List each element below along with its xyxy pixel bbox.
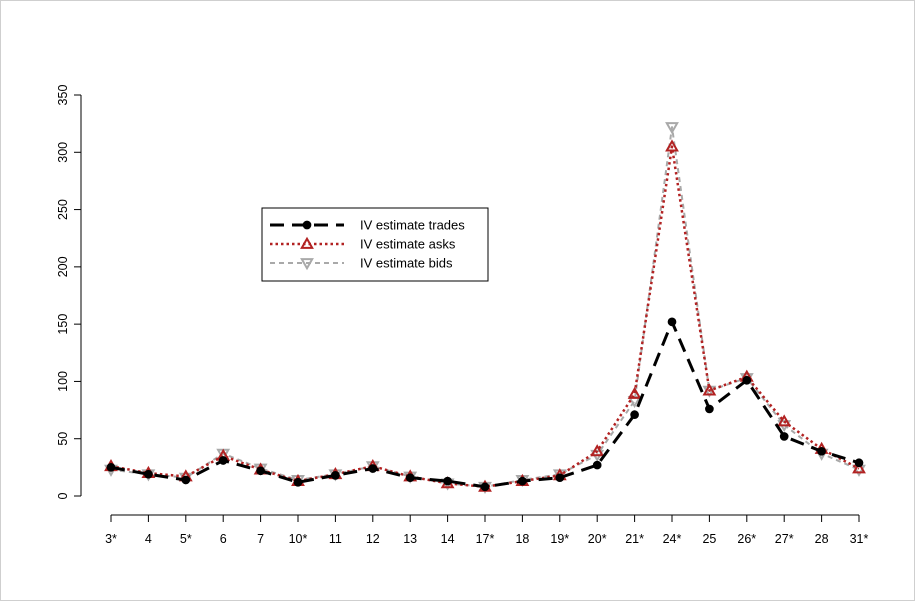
series-line — [110, 126, 860, 488]
data-point — [181, 475, 191, 485]
x-tick-label: 17* — [476, 532, 495, 546]
data-point — [705, 404, 714, 414]
legend-marker — [300, 258, 314, 271]
legend-item: IV estimate trades — [270, 218, 465, 233]
data-point — [667, 317, 677, 327]
data-point — [331, 471, 340, 480]
data-point — [106, 463, 116, 472]
data-point — [144, 469, 153, 479]
data-point — [852, 461, 866, 474]
x-tick-label: 27* — [775, 532, 794, 546]
data-point — [777, 414, 792, 427]
data-point — [665, 122, 679, 135]
y-tick-label: 100 — [56, 371, 70, 392]
x-tick-label: 20* — [588, 532, 607, 546]
x-tick-label: 10* — [289, 532, 308, 546]
x-tick-label: 18 — [515, 532, 529, 546]
data-point — [218, 456, 228, 465]
data-point — [480, 482, 490, 492]
x-tick-label: 12 — [366, 532, 380, 546]
data-point — [779, 432, 789, 441]
data-point — [256, 466, 265, 476]
y-tick-label: 0 — [56, 492, 70, 499]
x-tick-label: 19* — [550, 532, 569, 546]
legend-label: IV estimate asks — [360, 237, 456, 252]
x-tick-label: 13 — [403, 532, 417, 546]
series-layer — [104, 122, 866, 495]
data-point — [627, 386, 642, 399]
legend: IV estimate trades IV estimate asks IV est… — [261, 207, 489, 282]
legend-marker — [300, 236, 314, 249]
data-point — [443, 476, 452, 486]
data-point — [592, 460, 602, 470]
legend-item: IV estimate bids — [270, 256, 453, 271]
legend-label: IV estimate bids — [360, 256, 453, 271]
axes: 0 50 100 150 200 250 300 350 3* 4 5* 6 7 10* 11 12 13 14 1… — [56, 85, 869, 546]
series-iv-estimate-trades — [106, 317, 864, 492]
y-tick-label: 300 — [56, 142, 70, 163]
x-tick-label: 14 — [441, 532, 455, 546]
data-point — [630, 410, 639, 420]
y-tick-label: 250 — [56, 199, 70, 220]
series-iv-estimate-asks — [104, 139, 866, 492]
x-tick-label: 26* — [737, 532, 756, 546]
legend-item: IV estimate asks — [270, 237, 456, 252]
data-point — [854, 458, 864, 468]
data-point — [368, 464, 378, 473]
data-point — [405, 473, 415, 483]
x-tick-label: 28 — [815, 532, 829, 546]
x-tick-label: 6 — [220, 532, 227, 546]
x-tick-label: 11 — [329, 532, 342, 546]
series-line — [110, 145, 860, 489]
series-iv-estimate-bids — [104, 122, 866, 495]
data-point — [518, 476, 527, 486]
legend-label: IV estimate trades — [360, 218, 465, 233]
x-tick-label: 21* — [625, 532, 644, 546]
x-tick-label: 5* — [180, 532, 192, 546]
x-tick-label: 25 — [702, 532, 716, 546]
legend-marker — [302, 220, 312, 230]
x-tick-label: 31* — [850, 532, 869, 546]
x-tick-label: 3* — [105, 532, 117, 546]
data-point — [590, 444, 605, 457]
y-tick-label: 50 — [56, 432, 70, 446]
x-tick-label: 4 — [145, 532, 152, 546]
y-tick-label: 350 — [56, 85, 70, 106]
data-point — [293, 477, 303, 487]
data-point — [555, 473, 565, 483]
data-point — [817, 446, 826, 456]
y-tick-label: 200 — [56, 256, 70, 277]
data-point — [702, 383, 717, 396]
data-point — [742, 375, 752, 385]
data-point — [665, 139, 679, 152]
x-tick-label: 24* — [663, 532, 682, 546]
x-tick-label: 7 — [257, 532, 264, 546]
y-tick-label: 150 — [56, 314, 70, 335]
